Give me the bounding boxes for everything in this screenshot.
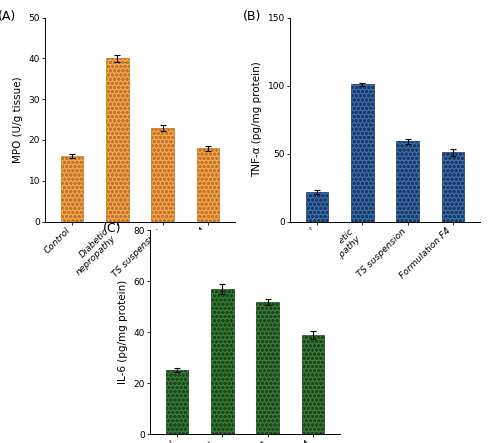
Bar (196, 148, 219, 222)
Bar (61, 156, 84, 222)
Bar (396, 141, 419, 222)
Bar (211, 289, 234, 434)
Text: (C): (C) (102, 222, 121, 235)
Bar (106, 58, 128, 222)
Text: (A): (A) (0, 10, 16, 23)
Y-axis label: MPO (U/g tissue): MPO (U/g tissue) (13, 76, 23, 163)
Bar (351, 84, 374, 222)
Y-axis label: TNF-α (pg/mg protein): TNF-α (pg/mg protein) (252, 62, 262, 178)
Text: (B): (B) (242, 10, 261, 23)
Bar (152, 128, 174, 222)
Bar (166, 370, 188, 434)
Bar (442, 152, 464, 222)
Bar (306, 192, 328, 222)
Bar (302, 335, 324, 434)
Bar (256, 302, 279, 434)
Y-axis label: IL-6 (pg/mg protein): IL-6 (pg/mg protein) (118, 280, 128, 385)
